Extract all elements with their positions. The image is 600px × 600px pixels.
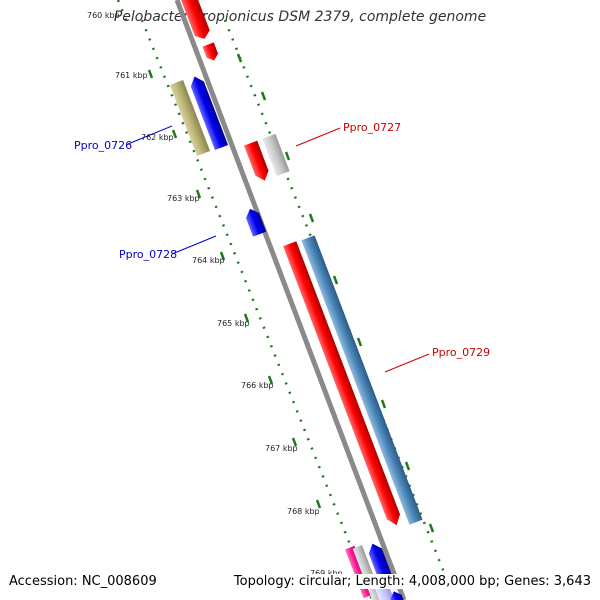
gene-ppro-0726[interactable] xyxy=(188,74,229,151)
tick-label-767: 767 kbp xyxy=(265,444,298,453)
ruler-dots-left xyxy=(140,19,374,600)
genome-backbone xyxy=(174,0,407,600)
accession-text: Accession: NC_008609 xyxy=(9,574,157,589)
tick-label-760: 760 kbp xyxy=(87,11,120,20)
tick-label-769: 769 kbp xyxy=(310,569,343,578)
gene-olive-block[interactable] xyxy=(169,79,211,157)
gene-ppro-0729[interactable] xyxy=(283,241,403,527)
label-ppro-0728[interactable]: Ppro_0728 xyxy=(119,248,177,261)
label-ppro-0726[interactable]: Ppro_0726 xyxy=(74,139,132,152)
tick-label-763: 763 kbp xyxy=(167,194,200,203)
gene-grey-block[interactable] xyxy=(262,133,290,177)
gene-ppro-0728[interactable] xyxy=(243,206,267,237)
label-ppro-0727[interactable]: Ppro_0727 xyxy=(343,121,401,134)
label-line-ppro-0728 xyxy=(171,235,217,255)
gene-steelblue-block[interactable] xyxy=(301,235,423,525)
ruler-major-ticks-left xyxy=(147,69,322,509)
label-ppro-0729[interactable]: Ppro_0729 xyxy=(432,346,490,359)
label-line-ppro-0726 xyxy=(127,125,173,145)
gene-bottom-blue-edge[interactable] xyxy=(388,589,405,600)
genome-title: Pelobacter propionicus DSM 2379, complet… xyxy=(113,9,487,25)
tick-label-761: 761 kbp xyxy=(115,71,148,80)
tick-label-766: 766 kbp xyxy=(241,381,274,390)
gene-small-red[interactable] xyxy=(202,42,220,62)
label-line-ppro-0729 xyxy=(384,353,430,373)
ruler-dots-top xyxy=(116,0,129,23)
tick-label-764: 764 kbp xyxy=(192,256,225,265)
genome-summary-text: Topology: circular; Length: 4,008,000 bp… xyxy=(233,574,591,589)
tick-label-765: 765 kbp xyxy=(217,319,250,328)
tick-label-768: 768 kbp xyxy=(287,507,320,516)
gene-top-red[interactable] xyxy=(179,0,212,42)
ruler-major-ticks-right xyxy=(236,53,435,533)
tick-label-762: 762 kbp xyxy=(141,133,174,142)
label-line-ppro-0727 xyxy=(295,127,341,147)
gene-ppro-0727[interactable] xyxy=(244,140,271,183)
